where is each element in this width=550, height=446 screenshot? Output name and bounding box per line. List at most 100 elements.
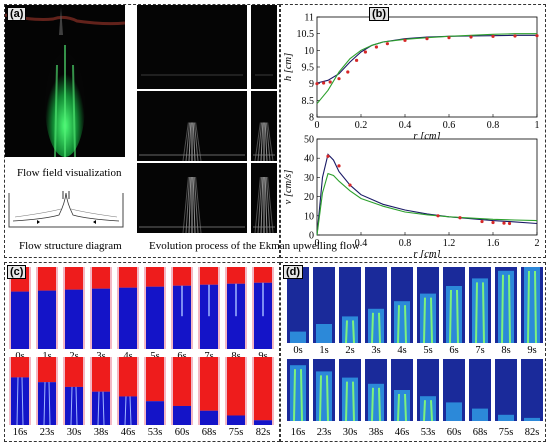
x-axis-label: r [cm] (413, 249, 440, 257)
time-label: 53s (420, 427, 436, 438)
caption-flow-field-visualization: Flow field visualization (17, 167, 122, 179)
mixing-region (368, 308, 384, 343)
plume-streak (254, 122, 261, 161)
mixing-region (524, 267, 540, 343)
mixing-region (524, 417, 540, 421)
upper-layer (227, 357, 245, 416)
x-tick-label: 0.6 (443, 120, 456, 131)
sim-frame (63, 357, 85, 425)
x-tick-label: 2 (535, 238, 540, 249)
upper-layer (119, 267, 137, 288)
plume-streak (264, 122, 268, 161)
y-tick-label: 50 (304, 135, 314, 146)
plume-streak (192, 122, 196, 161)
sim-frame (313, 359, 335, 421)
plume-streak (260, 122, 264, 161)
lower-layer (227, 283, 245, 349)
sim-frame (391, 267, 413, 343)
time-label: 60s (446, 427, 462, 438)
sim-frame (495, 359, 517, 421)
data-point (535, 34, 539, 38)
series-line (316, 172, 538, 236)
jet-streak (449, 289, 459, 343)
time-label: 38s (93, 427, 109, 438)
mixing-region (368, 383, 384, 421)
time-label: 5s (423, 345, 433, 356)
time-label: 5s (150, 351, 160, 362)
jet-streak (423, 400, 433, 421)
jet-streak (124, 396, 132, 425)
jet-streak (43, 382, 51, 425)
sim-frame (339, 359, 361, 421)
jet-streak (527, 270, 537, 343)
plot-frame (316, 138, 538, 236)
lower-layer (11, 291, 29, 349)
jet-streak (293, 369, 303, 421)
flow-structure-diagram (5, 189, 129, 233)
data-point (491, 34, 495, 38)
sim-frame (365, 267, 387, 343)
data-point (326, 154, 330, 158)
panel-b-label: (b) (369, 7, 390, 21)
plume-streak (257, 176, 263, 233)
time-label: 68s (201, 427, 217, 438)
upper-layer (38, 267, 56, 291)
sim-frame (252, 357, 274, 425)
mixing-region (446, 402, 462, 421)
panel-a-label: (a) (7, 7, 27, 21)
data-point (507, 221, 512, 226)
jet-streak (97, 391, 105, 425)
time-label: 9s (258, 351, 268, 362)
lower-layer (173, 405, 191, 425)
x-tick-label: 0.2 (355, 120, 368, 131)
data-point (328, 80, 332, 84)
y-tick-label: 8 (309, 113, 314, 124)
plume-streak (193, 122, 199, 161)
sim-frame (144, 357, 166, 425)
lower-layer (200, 410, 218, 425)
upper-layer (38, 357, 56, 383)
time-label: 6s (449, 345, 459, 356)
time-label: 2s (345, 345, 355, 356)
y-tick-label: 11 (304, 13, 314, 24)
y-tick-label: 20 (304, 192, 314, 203)
time-label: 30s (66, 427, 82, 438)
sim-frame (9, 357, 31, 425)
sim-frame (391, 359, 413, 421)
data-point (425, 37, 429, 41)
data-point (315, 82, 319, 86)
mixing-region (342, 377, 358, 421)
sim-frame (495, 267, 517, 343)
plume-streak (195, 176, 202, 233)
mixing-region (290, 365, 306, 421)
sim-frame (171, 267, 193, 349)
plume-streak (265, 176, 271, 233)
plume-streak (185, 176, 191, 233)
data-point (322, 81, 326, 85)
plume-streak (267, 176, 274, 233)
sim-frame (417, 359, 439, 421)
time-label: 0s (293, 345, 303, 356)
upper-layer (65, 267, 83, 290)
sim-frame (225, 357, 247, 425)
y-axis-label: h [cm] (283, 53, 294, 81)
sim-frame (36, 267, 58, 349)
jet-streak (345, 381, 355, 421)
time-label: 46s (120, 427, 136, 438)
evolution-frame-plume (253, 176, 275, 233)
plume-streak (182, 122, 189, 161)
panel-c: (c) 0s 1s 2s 3s 4s 5s 6s 7s 8s 9s 16s 23s 30s 38s 46s 5… (4, 262, 280, 442)
lower-layer (92, 391, 110, 425)
time-label: 82s (524, 427, 540, 438)
mixing-region (342, 316, 358, 343)
upper-layer (65, 357, 83, 387)
time-label: 82s (255, 427, 271, 438)
sim-frame (287, 267, 309, 343)
lower-layer (119, 396, 137, 425)
jet-streak (397, 305, 407, 343)
lower-layer (173, 285, 191, 349)
series-line (316, 33, 537, 105)
x-tick-label: 0 (315, 120, 320, 131)
sim-frame (63, 267, 85, 349)
mixing-region (394, 390, 410, 421)
